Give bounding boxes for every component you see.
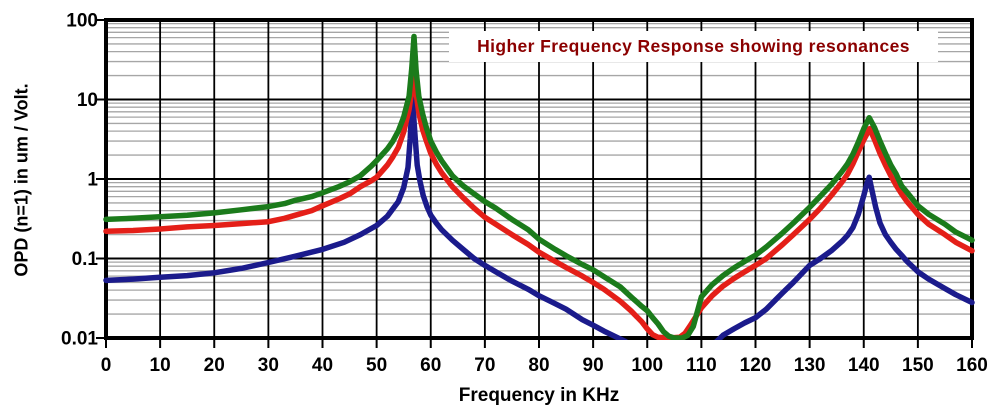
x-tick-label: 80 (528, 355, 549, 376)
chart-title-box: Higher Frequency Response showing resona… (449, 31, 938, 62)
x-tick-label: 70 (474, 355, 495, 376)
y-tick-label: 100 (66, 11, 98, 32)
x-tick-label: 140 (848, 355, 880, 376)
x-tick-label: 120 (740, 355, 772, 376)
navy-curve (103, 93, 975, 340)
x-tick-label: 110 (686, 355, 717, 376)
x-tick-label: 90 (583, 355, 604, 376)
y-tick-label: 10 (77, 90, 98, 111)
x-axis-title: Frequency in KHz (458, 385, 620, 406)
x-tick-label: 160 (956, 355, 988, 376)
x-tick-label: 100 (631, 355, 663, 376)
x-tick-label: 30 (258, 355, 279, 376)
plot-border (104, 18, 974, 340)
y-tick-label: 0.1 (72, 249, 99, 270)
chart-title: Higher Frequency Response showing resona… (477, 36, 910, 56)
x-tick-label: 0 (101, 355, 112, 376)
x-tick-label: 60 (420, 355, 441, 376)
red-curve (103, 74, 975, 340)
y-tick-label: 0.01 (61, 329, 98, 350)
x-tick-label: 130 (794, 355, 826, 376)
x-tick-label: 40 (312, 355, 333, 376)
y-tick-label: 1 (87, 170, 98, 191)
x-tick-label: 50 (366, 355, 387, 376)
green-curve (103, 33, 975, 340)
x-tick-label: 10 (150, 355, 171, 376)
x-tick-label: 150 (902, 355, 934, 376)
x-tick-label: 20 (204, 355, 225, 376)
y-axis-title: OPD (n=1) in um / Volt. (11, 83, 32, 277)
